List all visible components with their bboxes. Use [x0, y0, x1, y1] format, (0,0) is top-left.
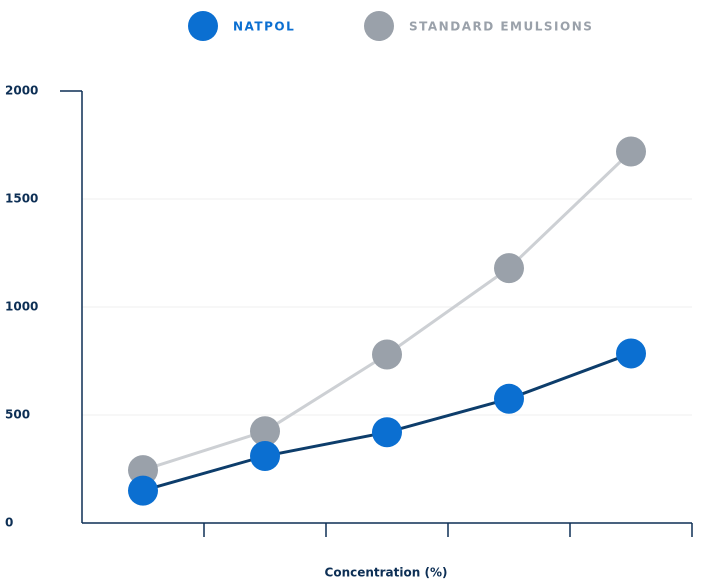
y-tick-label: 500 — [5, 408, 30, 422]
data-point — [250, 416, 280, 447]
data-point — [128, 475, 158, 506]
data-point — [250, 441, 280, 472]
data-point — [494, 383, 524, 414]
data-point — [372, 339, 402, 370]
legend-marker — [188, 11, 218, 41]
y-tick-label: 1000 — [5, 300, 38, 314]
data-point — [616, 338, 646, 369]
y-tick-label: 1500 — [5, 192, 38, 206]
data-point — [128, 455, 158, 486]
data-point — [372, 417, 402, 448]
y-tick-label: 2000 — [5, 84, 38, 98]
legend-marker — [364, 11, 394, 41]
y-tick-label: 0 — [5, 516, 13, 530]
data-point — [616, 136, 646, 167]
data-point — [494, 253, 524, 284]
legend-label: STANDARD EMULSIONS — [409, 20, 593, 34]
x-axis-label: Concentration (%) — [325, 566, 448, 580]
legend-label: NATPOL — [233, 20, 295, 34]
